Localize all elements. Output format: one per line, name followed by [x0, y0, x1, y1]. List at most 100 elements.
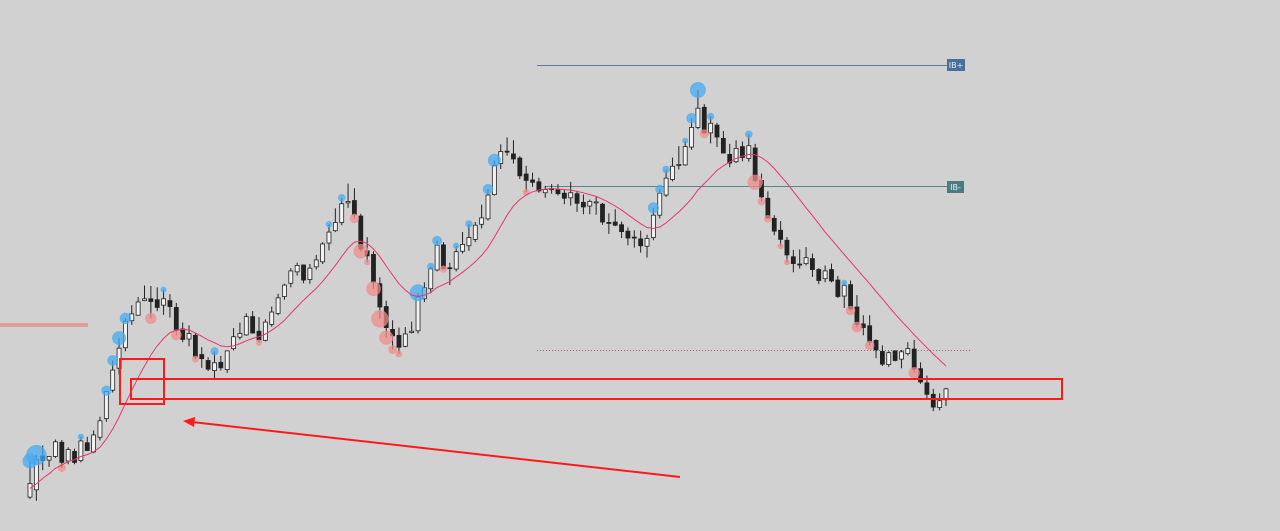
volume-bubble	[395, 350, 403, 358]
candle-body	[848, 284, 853, 310]
candle-body	[485, 194, 491, 220]
candle-body	[27, 483, 33, 498]
candle-body	[568, 192, 574, 199]
candle-body	[192, 334, 198, 358]
volume-bubble	[170, 329, 182, 341]
volume-bubble	[101, 385, 112, 396]
candle-body	[663, 177, 669, 196]
candle-body	[313, 259, 319, 268]
candle-body	[415, 296, 421, 332]
volume-bubble	[145, 312, 157, 324]
candle-body	[250, 316, 256, 334]
annotation-arrow-shaft	[191, 421, 681, 478]
candle-body	[581, 201, 586, 208]
volume-bubble	[682, 137, 689, 144]
volume-bubble	[26, 444, 47, 466]
candle-body	[536, 181, 542, 192]
candles-layer	[27, 89, 949, 501]
candle-body	[269, 311, 275, 325]
candle-body	[282, 284, 287, 297]
moving-average-line	[29, 153, 947, 489]
candle-body	[879, 350, 885, 365]
candle-body	[714, 124, 720, 138]
candle-body	[689, 127, 694, 148]
volume-bubble	[747, 174, 763, 190]
candle-body	[428, 268, 434, 290]
candle-body	[396, 334, 402, 348]
candle-body	[46, 456, 52, 461]
ib-plus-tag[interactable]	[947, 59, 965, 71]
candle-body	[275, 297, 281, 314]
candle-body	[199, 354, 205, 360]
candle-body	[593, 201, 599, 204]
candle-body	[453, 251, 459, 270]
candle-body	[911, 348, 917, 370]
volume-bubble	[112, 331, 127, 346]
candle-body	[288, 270, 294, 284]
candle-body	[212, 362, 217, 371]
volume-bubble	[409, 284, 427, 302]
candle-body	[587, 201, 593, 207]
volume-bubble	[77, 433, 85, 440]
candle-body	[600, 203, 605, 223]
candle-body	[186, 333, 192, 340]
ib-plus-tag-label: IB+	[949, 61, 964, 70]
candle-body	[720, 137, 726, 154]
candle-body	[892, 350, 898, 361]
candle-body	[701, 106, 707, 134]
candle-body	[434, 244, 440, 271]
candle-body	[784, 239, 790, 256]
candle-body	[345, 201, 351, 204]
candle-body	[332, 222, 338, 232]
volume-bubble	[777, 243, 784, 250]
candle-body	[650, 214, 656, 238]
candle-body	[612, 221, 618, 226]
candle-body	[161, 298, 166, 306]
volume-bubble	[191, 355, 199, 363]
candle-body	[72, 451, 77, 463]
candle-body	[460, 244, 465, 252]
candle-body	[479, 217, 485, 225]
candle-body	[472, 224, 478, 240]
volume-bubble	[841, 279, 848, 286]
candle-body	[733, 148, 739, 163]
candle-body	[148, 298, 154, 302]
volume-bubble	[371, 310, 389, 328]
candle-body	[676, 164, 682, 166]
volume-bubble	[388, 345, 398, 354]
volume-bubble	[349, 213, 360, 224]
candle-body	[606, 222, 612, 224]
candle-body	[84, 442, 90, 451]
candle-body	[110, 369, 116, 391]
candle-body	[135, 301, 141, 316]
candle-body	[218, 361, 224, 369]
candle-body	[59, 441, 65, 463]
ib-minus-tag[interactable]	[947, 181, 964, 193]
candle-body	[727, 153, 733, 164]
candle-body	[173, 307, 179, 331]
candle-body	[205, 360, 211, 370]
volume-bubble	[160, 286, 167, 293]
candle-body	[873, 339, 879, 351]
candle-body	[371, 254, 376, 283]
candle-body	[905, 348, 911, 355]
volume-bubble	[745, 130, 753, 139]
candle-body	[466, 237, 472, 247]
candle-body	[447, 267, 453, 270]
candle-body	[810, 258, 815, 270]
candle-body	[154, 299, 160, 308]
candle-body	[377, 283, 383, 308]
candle-body	[511, 153, 516, 160]
volume-bubble	[689, 81, 706, 98]
candle-body	[402, 333, 408, 347]
candle-body	[301, 264, 306, 281]
candle-body	[409, 330, 415, 334]
volume-bubble	[482, 183, 494, 195]
candle-body	[867, 325, 873, 343]
candle-body	[517, 157, 523, 177]
candle-body	[829, 269, 834, 282]
candle-body	[530, 179, 535, 183]
volume-bubble	[107, 355, 119, 366]
candle-body	[822, 270, 828, 280]
candle-body	[746, 145, 752, 159]
